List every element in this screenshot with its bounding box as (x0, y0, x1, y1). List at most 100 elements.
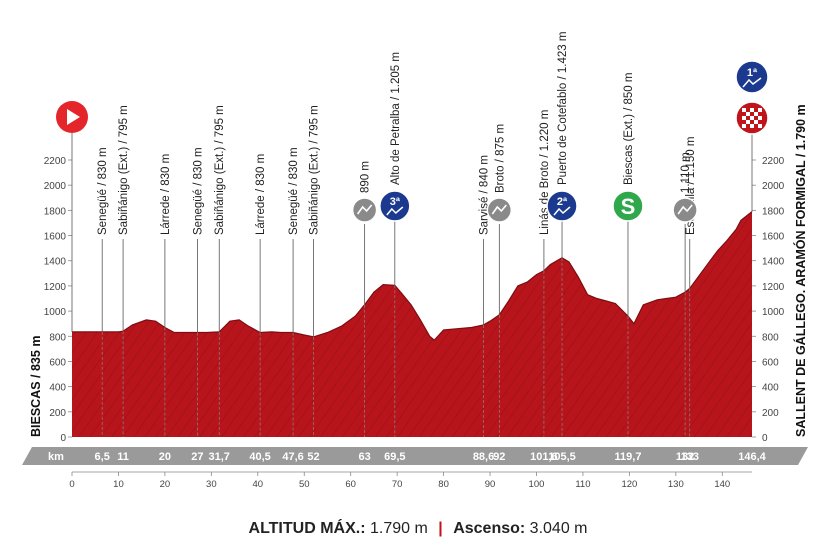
x-tick-label: 110 (575, 479, 590, 490)
km-mark-label: 63 (358, 451, 370, 463)
climb-category-label: 3ª (390, 196, 401, 208)
checker-square (750, 116, 754, 120)
km-bar (22, 447, 808, 465)
km-mark-label: 101,6 (530, 451, 558, 463)
checker-square (758, 108, 762, 112)
profile-texture (72, 211, 752, 437)
point-label: Puerto de Cotefablo / 1.423 m (557, 32, 569, 185)
point-label: Sabiñánigo (Ext.) / 795 m (118, 105, 130, 235)
km-mark-label: 27 (191, 451, 203, 463)
km-mark-label: 132 (676, 451, 694, 463)
mountain-icon (677, 204, 693, 215)
play-icon (67, 109, 80, 125)
point-label: Alto de Petralba / 1.205 m (390, 52, 402, 185)
km-mark-label: 92 (493, 451, 505, 463)
point-label: Biescas (Ext.) / 850 m (623, 73, 635, 185)
y-tick-label-right: 2200 (762, 156, 785, 167)
km-mark-label: 105,5 (548, 451, 576, 463)
km-mark-label: 6,5 (95, 451, 110, 463)
y-tick-label-left: 200 (49, 408, 66, 419)
climb-category-label: 2ª (557, 196, 568, 208)
point-label: Sabiñánigo (Ext.) / 795 m (309, 105, 321, 235)
x-tick-label: 90 (485, 479, 496, 490)
altitude-label: ALTITUD MÁX.: (248, 520, 366, 537)
stage-summary: ALTITUD MÁX.: 1.790 m | Ascenso: 3.040 m (0, 520, 836, 538)
y-tick-label-left: 600 (49, 357, 66, 368)
y-tick-label-left: 1200 (44, 282, 67, 293)
x-tick-label: 0 (69, 479, 74, 490)
km-mark-label: 20 (159, 451, 171, 463)
ascent-label: Ascenso: (453, 520, 526, 537)
mountain-icon (742, 77, 762, 88)
km-mark-label: 52 (307, 451, 319, 463)
x-tick-label: 20 (160, 479, 171, 490)
checker-square (746, 120, 750, 124)
checker-square (746, 112, 750, 116)
y-tick-label-right: 1200 (762, 282, 785, 293)
x-tick-label: 70 (392, 479, 403, 490)
checker-square (750, 124, 754, 128)
km-mark-label: 146,4 (738, 451, 766, 463)
km-mark-label: 40,5 (249, 451, 270, 463)
point-label: Sabiñánigo (Ext.) / 795 m (214, 105, 226, 235)
x-tick-label: 80 (438, 479, 449, 490)
km-mark-label: 88,6 (473, 451, 494, 463)
km-mark-label: 119,7 (615, 451, 642, 463)
km-unit-label: km (48, 451, 64, 463)
checker-square (742, 116, 746, 120)
point-label: Broto / 875 m (494, 124, 506, 193)
checker-square (754, 120, 758, 124)
y-tick-label-right: 1000 (762, 307, 785, 318)
y-tick-label-right: 1800 (762, 206, 785, 217)
x-tick-label: 100 (529, 479, 545, 490)
y-tick-label-left: 2000 (44, 181, 67, 192)
mountain-icon (491, 204, 507, 215)
y-tick-label-right: 800 (762, 332, 779, 343)
checker-square (758, 124, 762, 128)
x-tick-label: 40 (253, 479, 264, 490)
altitude-value: 1.790 m (369, 520, 428, 537)
y-tick-label-right: 400 (762, 383, 779, 394)
checker-pattern (742, 108, 762, 128)
x-tick-label: 120 (621, 479, 637, 490)
y-tick-label-left: 2200 (44, 156, 67, 167)
checker-square (742, 108, 746, 112)
checker-square (742, 124, 746, 128)
km-mark-label: 47,6 (282, 451, 303, 463)
km-mark-label: 31,7 (209, 451, 230, 463)
point-label: Lárrede / 830 m (255, 154, 267, 235)
checker-square (758, 116, 762, 120)
x-tick-label: 60 (345, 479, 356, 490)
mountain-icon (386, 206, 404, 216)
checker-square (750, 108, 754, 112)
y-tick-label-left: 800 (49, 332, 66, 343)
y-tick-label-right: 200 (762, 408, 779, 419)
profile-outline (72, 211, 753, 341)
y-tick-label-left: 1800 (44, 206, 67, 217)
y-tick-label-left: 1000 (44, 307, 67, 318)
elevation-profile-chart: 0200400600800100012001400160018002000220… (22, 32, 808, 490)
y-tick-label-right: 600 (762, 357, 779, 368)
km-mark-label: 69,5 (384, 451, 405, 463)
mountain-icon (356, 204, 373, 215)
y-tick-label-left: 400 (49, 383, 66, 394)
point-label: 1.110 m (680, 152, 692, 193)
y-tick-label-right: 1400 (762, 257, 785, 268)
y-tick-label-right: 1600 (762, 232, 785, 243)
y-tick-label-left: 1600 (44, 232, 67, 243)
start-location-label: BIESCAS / 835 m (29, 336, 43, 437)
checker-square (754, 112, 758, 116)
y-tick-label-left: 0 (60, 433, 66, 444)
summary-separator: | (438, 520, 443, 537)
ascent-value: 3.040 m (529, 520, 588, 537)
y-tick-label-right: 0 (762, 433, 768, 444)
point-label: Senegüé / 830 m (192, 147, 204, 235)
point-label: Lárrede / 830 m (160, 154, 172, 235)
climb-category-label: 1ª (747, 67, 758, 79)
finish-location-label: SALLENT DE GÁLLEGO. ARAMÓN FORMIGAL / 1.… (793, 104, 808, 437)
x-tick-label: 10 (113, 479, 124, 490)
sprint-icon (612, 190, 644, 222)
point-label: Linás de Broto / 1.220 m (539, 110, 551, 235)
x-tick-label: 130 (668, 479, 684, 490)
